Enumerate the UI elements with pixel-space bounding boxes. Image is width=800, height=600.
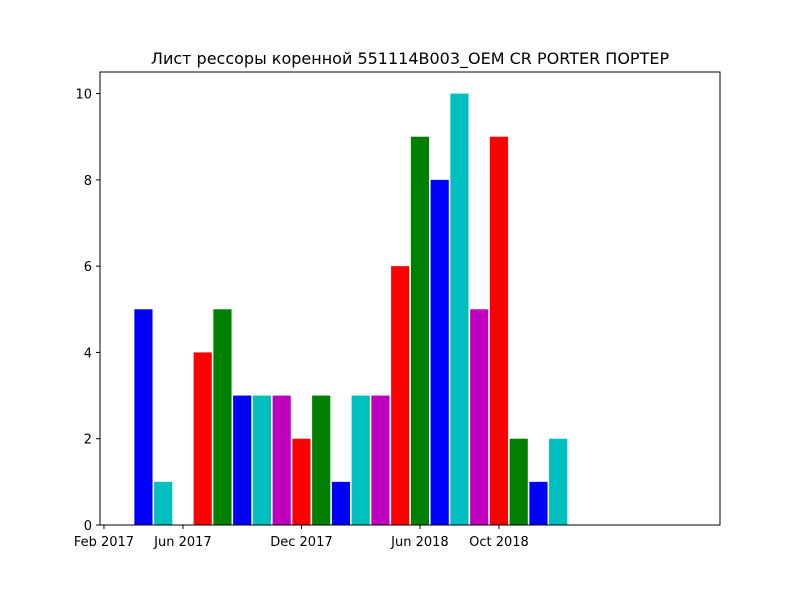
bar-2017-12 xyxy=(292,438,311,525)
y-tick-label: 0 xyxy=(84,519,92,534)
y-tick-label: 4 xyxy=(84,346,92,361)
bar-2019-01 xyxy=(549,438,568,525)
y-tick-label: 2 xyxy=(84,433,92,448)
bar-2018-12 xyxy=(529,481,548,525)
y-tick-label: 10 xyxy=(75,88,92,103)
bar-2018-10 xyxy=(489,136,509,525)
x-axis: Feb 2017 Jun 2017 Dec 2017 Jun 2018 Oct 2018 xyxy=(74,525,529,550)
bar-2018-01 xyxy=(312,395,331,525)
bar-2018-11 xyxy=(509,438,528,525)
bar-2018-07 xyxy=(430,179,449,525)
bar-2018-03 xyxy=(351,395,370,525)
bar-2017-05 xyxy=(154,481,173,525)
chart-title: Лист рессоры коренной 551114B003_OEM CR … xyxy=(151,49,670,69)
x-tick-label: Jun 2018 xyxy=(390,535,449,550)
bar-2018-02 xyxy=(331,481,351,525)
bar-2017-11 xyxy=(272,395,291,525)
bar-2017-10 xyxy=(252,395,272,525)
y-tick-label: 6 xyxy=(84,260,92,275)
bar-2017-04 xyxy=(134,309,153,525)
y-tick-label: 8 xyxy=(84,174,92,189)
plot-frame xyxy=(99,71,721,526)
x-tick-label: Feb 2017 xyxy=(74,535,134,550)
bar-2018-09 xyxy=(470,309,489,525)
y-axis: 0 2 4 6 8 10 xyxy=(75,88,100,534)
bar-2018-04 xyxy=(371,395,390,525)
bar-2017-09 xyxy=(233,395,252,525)
bar-2018-08 xyxy=(450,93,469,526)
bar-2018-05 xyxy=(391,266,410,525)
bars-group xyxy=(134,93,568,526)
bar-2018-06 xyxy=(410,136,430,525)
x-tick-label: Dec 2017 xyxy=(270,535,332,550)
x-tick-label: Jun 2017 xyxy=(153,535,212,550)
bar-2017-08 xyxy=(213,309,232,525)
bar-2017-07 xyxy=(193,352,212,525)
x-tick-label: Oct 2018 xyxy=(469,535,529,550)
